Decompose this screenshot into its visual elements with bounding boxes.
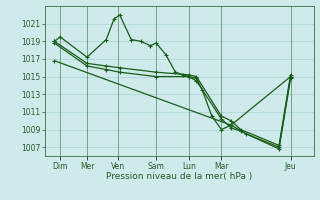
X-axis label: Pression niveau de la mer( hPa ): Pression niveau de la mer( hPa ) [106, 172, 252, 181]
